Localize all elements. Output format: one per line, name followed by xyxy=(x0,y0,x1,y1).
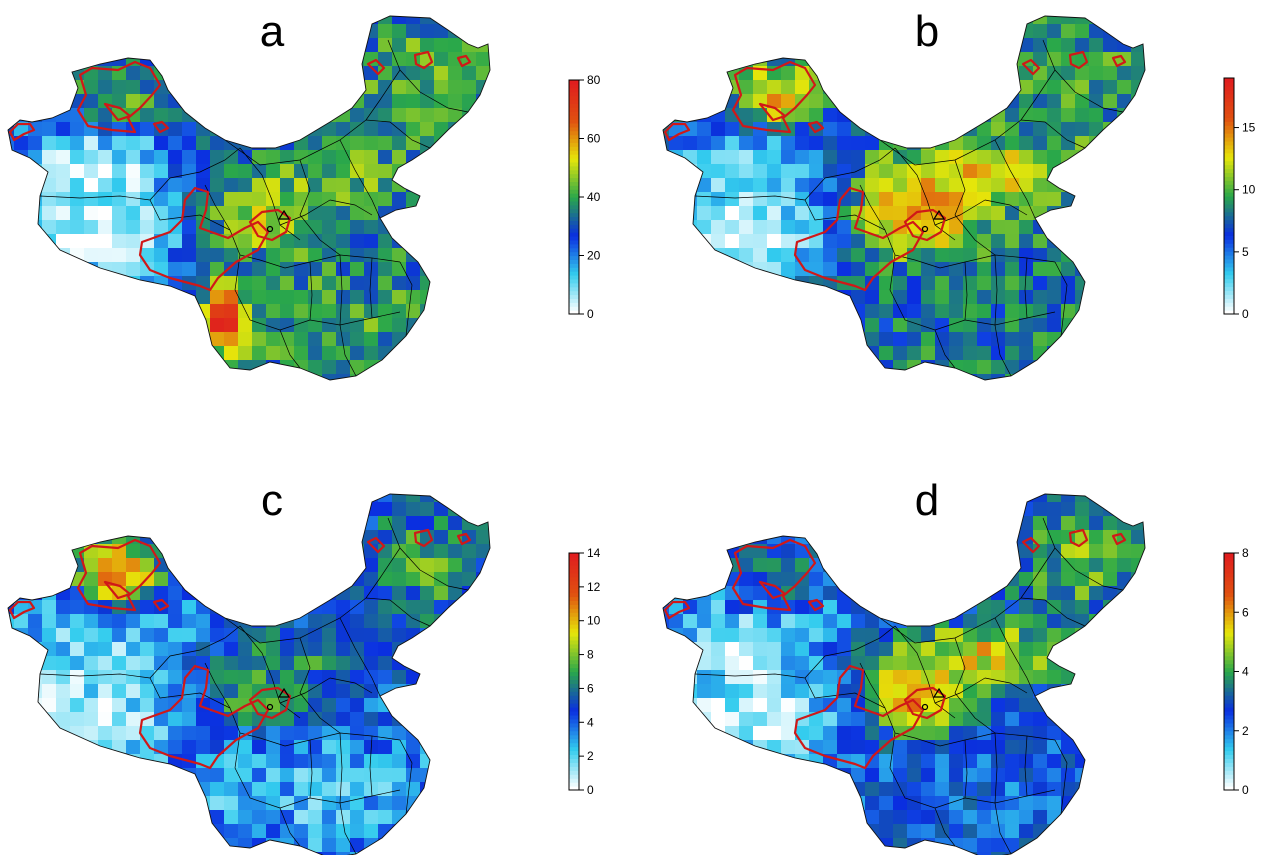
raster-grid xyxy=(8,16,490,380)
panel-label-c: c xyxy=(261,476,283,525)
map-panel-b: b 0 5 10 15 xyxy=(662,7,1256,381)
colorbar-tick-label: 14 xyxy=(587,546,601,560)
colorbar-tick-label: 20 xyxy=(587,249,601,263)
map-panels: a 0 20 40 60 80 b 0 5 10 15 c 0 2 4 6 8 10 12 14 d 0 2 4 6 8 xyxy=(7,7,1256,855)
map-panel-d: d 0 2 4 6 8 xyxy=(662,476,1249,855)
colorbar-tick-label: 80 xyxy=(587,73,601,87)
colorbar-tick-label: 5 xyxy=(1242,245,1249,259)
colorbar-tick-label: 0 xyxy=(1242,307,1249,321)
colorbar-tick-label: 40 xyxy=(587,190,601,204)
colorbar-tick-label: 8 xyxy=(1242,546,1249,560)
china-map-b xyxy=(662,15,1146,381)
colorbar-tick-label: 2 xyxy=(1242,724,1249,738)
colorbar-tick-label: 0 xyxy=(1242,783,1249,797)
site-triangle-marker xyxy=(932,209,946,220)
colorbar-tick-label: 6 xyxy=(587,681,594,695)
colorbar-tick-label: 12 xyxy=(587,580,601,594)
china-map-d xyxy=(662,493,1146,855)
site-circle-marker xyxy=(921,703,929,711)
site-circle-marker xyxy=(921,225,929,233)
site-circle-marker xyxy=(266,703,274,711)
china-map-a xyxy=(7,15,491,381)
colorbar-tick-label: 2 xyxy=(587,749,594,763)
colorbar-c: 0 2 4 6 8 10 12 14 xyxy=(568,546,601,797)
colorbar-tick-label: 15 xyxy=(1242,121,1256,135)
site-circle-marker xyxy=(266,225,274,233)
map-panel-c: c 0 2 4 6 8 10 12 14 xyxy=(7,476,601,855)
panel-label-d: d xyxy=(915,476,939,525)
colorbar-tick-label: 8 xyxy=(587,648,594,662)
colorbar-d: 0 2 4 6 8 xyxy=(1223,546,1249,797)
colorbar-tick-label: 0 xyxy=(587,783,594,797)
colorbar-a: 0 20 40 60 80 xyxy=(568,73,601,321)
panel-label-a: a xyxy=(260,7,285,56)
china-map-c xyxy=(7,493,491,855)
colorbar-tick-label: 4 xyxy=(1242,665,1249,679)
colorbar-tick-label: 4 xyxy=(587,715,594,729)
site-triangle-marker xyxy=(277,687,291,698)
map-panel-a: a 0 20 40 60 80 xyxy=(7,7,601,381)
colorbar-tick-label: 10 xyxy=(1242,183,1256,197)
colorbar-tick-label: 0 xyxy=(587,307,594,321)
colorbar-tick-label: 10 xyxy=(587,614,601,628)
panel-label-b: b xyxy=(915,7,939,56)
colorbar-tick-label: 60 xyxy=(587,132,601,146)
colorbar-tick-label: 6 xyxy=(1242,605,1249,619)
site-triangle-marker xyxy=(932,687,946,698)
site-triangle-marker xyxy=(277,209,291,220)
colorbar-b: 0 5 10 15 xyxy=(1223,77,1256,321)
raster-grid xyxy=(663,16,1145,380)
